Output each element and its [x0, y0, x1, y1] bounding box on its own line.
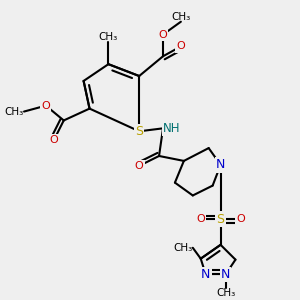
Text: S: S: [135, 125, 143, 138]
Text: O: O: [159, 30, 167, 40]
Text: N: N: [201, 268, 210, 281]
Text: O: O: [50, 135, 58, 145]
Text: CH₃: CH₃: [173, 243, 193, 253]
Text: O: O: [176, 41, 185, 51]
Text: O: O: [236, 214, 245, 224]
Text: O: O: [135, 161, 144, 171]
Text: CH₃: CH₃: [216, 288, 235, 298]
Text: O: O: [196, 214, 205, 224]
Text: CH₃: CH₃: [5, 106, 24, 117]
Text: CH₃: CH₃: [99, 32, 118, 42]
Text: S: S: [217, 213, 225, 226]
Text: N: N: [221, 268, 230, 281]
Text: N: N: [216, 158, 225, 171]
Text: O: O: [41, 100, 50, 111]
Text: NH: NH: [163, 122, 181, 135]
Text: CH₃: CH₃: [171, 12, 190, 22]
